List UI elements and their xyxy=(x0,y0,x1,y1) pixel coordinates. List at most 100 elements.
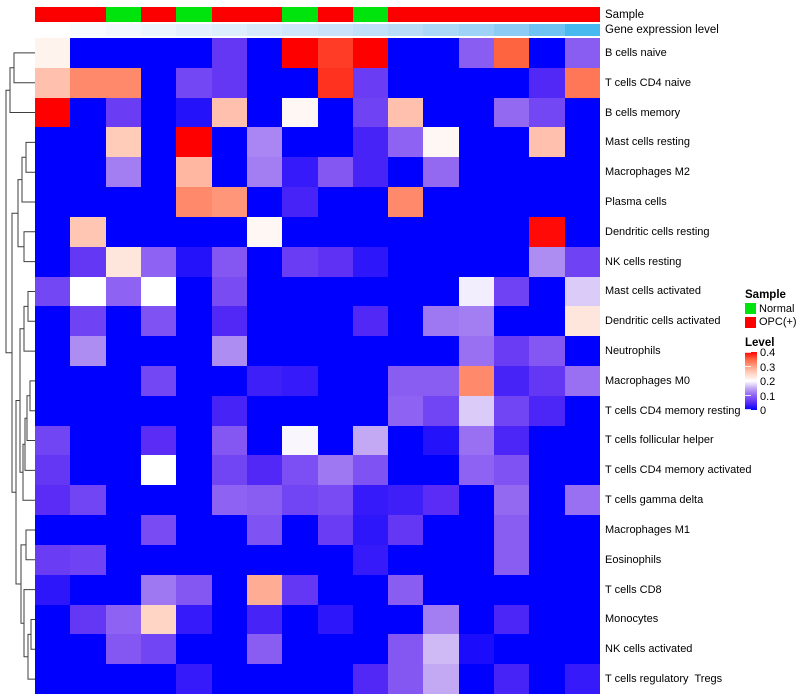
heatmap-cell xyxy=(458,574,495,605)
heatmap-cell xyxy=(140,664,177,694)
heatmap-cell xyxy=(35,425,71,456)
heatmap-cell xyxy=(529,157,565,188)
heatmap-cell xyxy=(494,664,530,694)
heatmap-cell xyxy=(388,544,424,575)
heatmap-cell xyxy=(105,455,141,486)
heatmap-cell xyxy=(423,455,459,486)
heatmap-cell xyxy=(494,634,530,665)
heatmap-cell xyxy=(352,664,389,694)
heatmap-cell xyxy=(282,38,318,68)
heatmap-cell xyxy=(246,485,283,516)
heatmap-cell xyxy=(564,246,600,277)
row-label: B cells memory xyxy=(605,106,681,119)
heatmap-cell xyxy=(529,395,565,426)
gene-expression-annotation-bar xyxy=(35,24,600,36)
row-label: Mast cells resting xyxy=(605,136,690,149)
heatmap-cell xyxy=(70,455,106,486)
heatmap-cell xyxy=(176,425,212,456)
sample-annotation-cell xyxy=(529,7,565,22)
heatmap-cell xyxy=(70,38,106,68)
heatmap-cell xyxy=(35,246,71,277)
heatmap-cell xyxy=(246,515,283,545)
heatmap-cell xyxy=(140,604,177,635)
heatmap-cell xyxy=(388,67,424,98)
heatmap-cell xyxy=(211,634,247,665)
heatmap-cell xyxy=(529,97,565,128)
heatmap-cell xyxy=(70,574,106,605)
legend-level-block: Level 0.4 0.3 0.2 0.1 0 xyxy=(745,337,800,417)
heatmap-cell xyxy=(246,276,283,307)
heatmap-cell xyxy=(423,574,459,605)
heatmap-cell xyxy=(176,157,212,188)
heatmap-cell xyxy=(211,604,247,635)
heatmap-cell xyxy=(317,664,353,694)
heatmap-cell xyxy=(176,216,212,247)
heatmap-cell xyxy=(423,425,459,456)
gene-expression-annotation-cell xyxy=(246,24,283,36)
sample-annotation-cell xyxy=(105,7,141,22)
row-label: T cells regulatory Tregs xyxy=(605,672,723,685)
heatmap-cell xyxy=(246,664,283,694)
heatmap-cell xyxy=(317,574,353,605)
heatmap-cell xyxy=(352,216,389,247)
heatmap-cell xyxy=(176,395,212,426)
heatmap-cell xyxy=(388,515,424,545)
sample-annotation-cell xyxy=(317,7,353,22)
heatmap-cell xyxy=(246,366,283,396)
heatmap-cell xyxy=(352,336,389,366)
heatmap-cell xyxy=(494,216,530,247)
heatmap-cell xyxy=(70,544,106,575)
gene-expression-annotation-cell xyxy=(529,24,565,36)
heatmap-cell xyxy=(458,187,495,217)
heatmap-cell xyxy=(352,38,389,68)
heatmap-cell xyxy=(176,664,212,694)
gene-expression-annotation-cell xyxy=(140,24,177,36)
heatmap-cell xyxy=(70,97,106,128)
heatmap-cell xyxy=(140,515,177,545)
heatmap-cell xyxy=(317,336,353,366)
heatmap-cell xyxy=(246,216,283,247)
heatmap-cell xyxy=(529,246,565,277)
heatmap-cell xyxy=(211,38,247,68)
heatmap-cell xyxy=(246,97,283,128)
heatmap-cell xyxy=(140,157,177,188)
sample-annotation-cell xyxy=(564,7,600,22)
level-tick-label: 0.2 xyxy=(760,376,776,388)
heatmap-cell xyxy=(211,395,247,426)
heatmap-cell xyxy=(423,664,459,694)
heatmap-cell xyxy=(105,216,141,247)
heatmap-cell xyxy=(176,97,212,128)
heatmap-cell xyxy=(140,97,177,128)
heatmap-cell xyxy=(140,246,177,277)
heatmap-cell xyxy=(423,67,459,98)
heatmap-cell xyxy=(564,306,600,337)
heatmap-cell xyxy=(388,425,424,456)
sample-annotation-cell xyxy=(282,7,318,22)
heatmap-cell xyxy=(529,276,565,307)
heatmap-cell xyxy=(317,395,353,426)
heatmap-cell xyxy=(140,366,177,396)
row-label: T cells gamma delta xyxy=(605,494,704,507)
heatmap-cell xyxy=(246,544,283,575)
gene-expression-annotation-cell xyxy=(564,24,600,36)
heatmap-cell xyxy=(140,544,177,575)
heatmap-cell xyxy=(388,97,424,128)
heatmap-cell xyxy=(529,187,565,217)
legend-item-label: Normal xyxy=(759,302,795,315)
sample-annotation-cell xyxy=(176,7,212,22)
heatmap-cell xyxy=(388,455,424,486)
heatmap-cell xyxy=(564,664,600,694)
heatmap-cell xyxy=(282,97,318,128)
heatmap-cell xyxy=(352,97,389,128)
heatmap-cell xyxy=(458,604,495,635)
heatmap-cell xyxy=(35,127,71,158)
heatmap-cell xyxy=(564,187,600,217)
heatmap-cell xyxy=(317,604,353,635)
heatmap-cell xyxy=(176,574,212,605)
heatmap-cell xyxy=(352,455,389,486)
legend-sample-item: Normal xyxy=(745,302,800,316)
heatmap-cell xyxy=(423,485,459,516)
heatmap-cell xyxy=(140,127,177,158)
heatmap-cell xyxy=(70,634,106,665)
heatmap-cell xyxy=(211,67,247,98)
